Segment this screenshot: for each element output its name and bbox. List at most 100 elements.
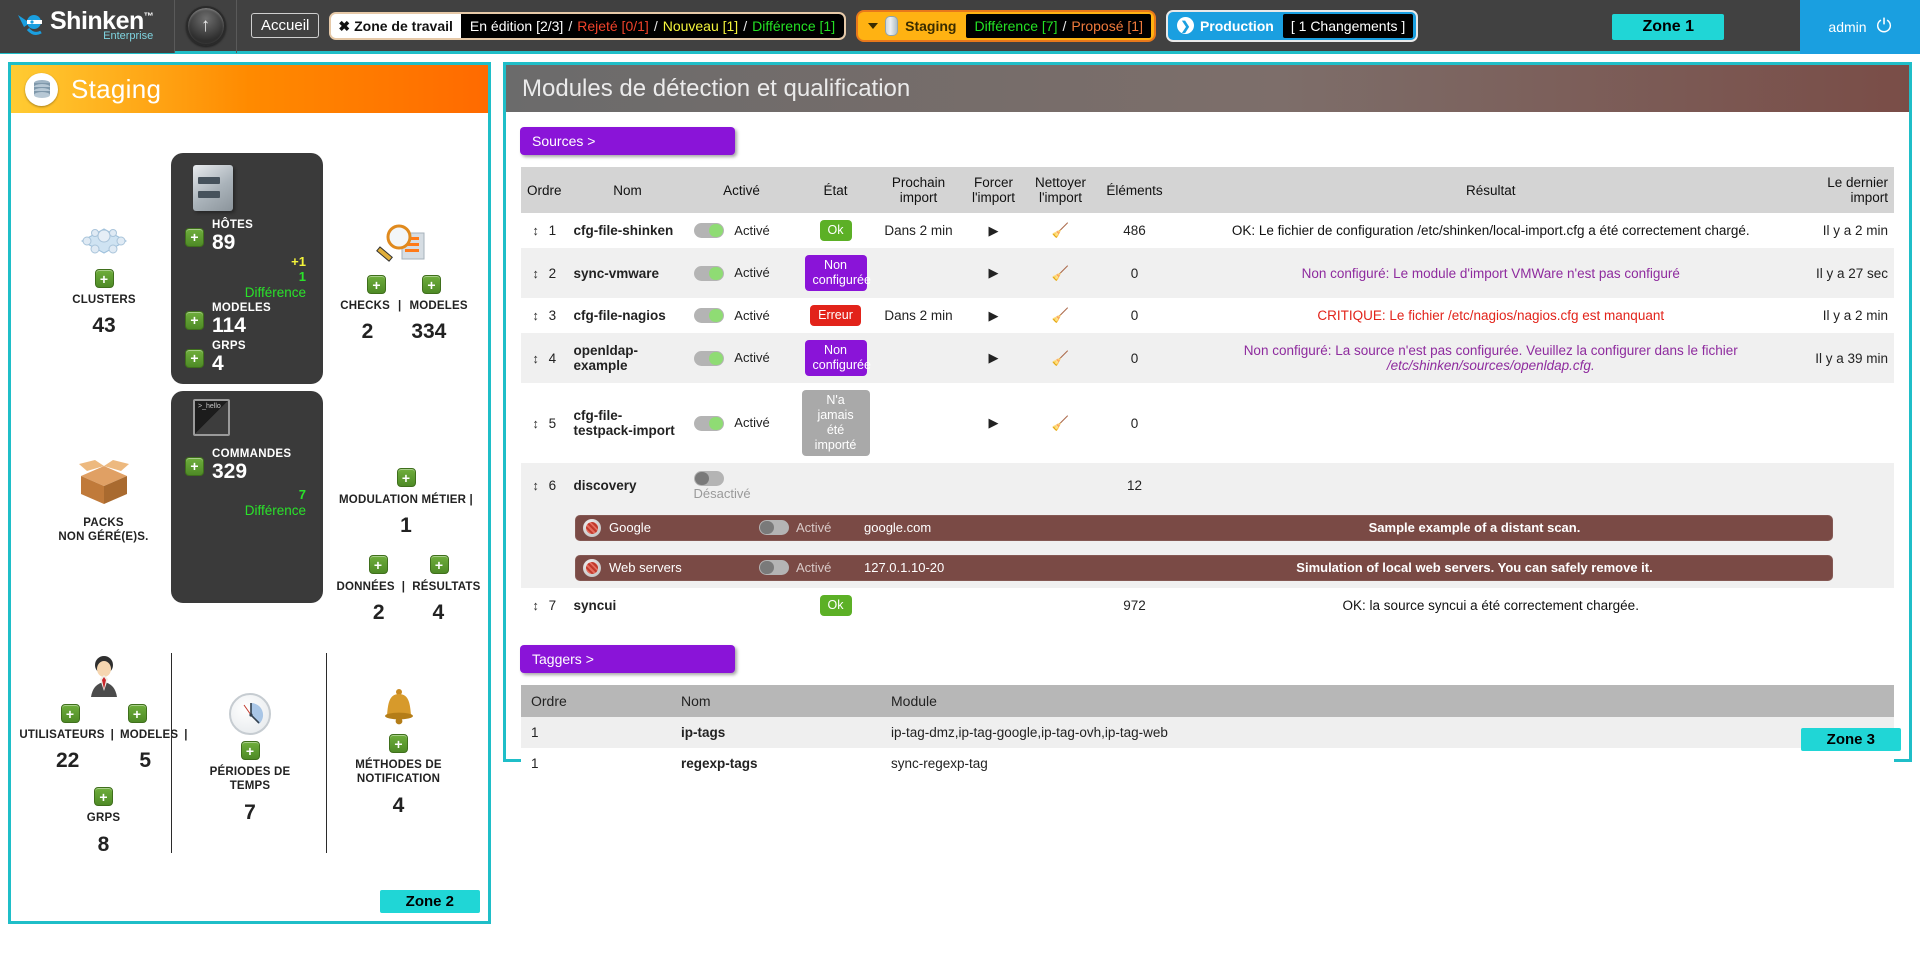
col-nom[interactable]: Nom <box>567 167 688 213</box>
discovery-rule-toggle[interactable] <box>759 520 789 536</box>
row-name[interactable]: cfg-file-testpack-import <box>567 383 688 463</box>
tagger-name[interactable]: ip-tags <box>671 716 881 748</box>
clean-import-icon[interactable]: 🧹 <box>1051 264 1070 281</box>
add-user-group-button[interactable]: + <box>94 787 113 807</box>
clean-import-icon[interactable]: 🧹 <box>1051 222 1070 238</box>
staging-pill[interactable]: Staging Différence [7] / Proposé [1] <box>856 9 1156 42</box>
row-name[interactable]: openldap-example <box>567 333 688 383</box>
clean-import-icon[interactable]: 🧹 <box>1051 414 1070 431</box>
clusters-value[interactable]: 43 <box>92 314 116 338</box>
col-active[interactable]: Activé <box>687 167 796 213</box>
force-import-icon[interactable]: ▶ <box>988 265 999 280</box>
force-import-icon[interactable]: ▶ <box>988 350 999 365</box>
row-name[interactable]: cfg-file-nagios <box>567 298 688 333</box>
row-name[interactable]: discovery <box>567 463 688 508</box>
discovery-subrow[interactable]: Google Activé google.com Sample example … <box>521 507 1894 548</box>
production-title-segment[interactable]: ❯ Production <box>1168 13 1283 38</box>
add-host-model-button[interactable]: + <box>185 310 204 330</box>
taggers-col-module[interactable]: Module <box>881 684 1894 717</box>
add-user-model-button[interactable]: + <box>127 704 147 723</box>
col-etat[interactable]: État <box>795 167 876 213</box>
workzone-title-segment[interactable]: ✖ Zone de travail <box>331 13 461 38</box>
col-clean-import[interactable]: Nettoyer l'import <box>1025 167 1096 213</box>
enable-toggle[interactable] <box>693 350 724 366</box>
workzone-pill[interactable]: ✖ Zone de travail En édition [2/3] / Rej… <box>329 11 847 40</box>
table-row[interactable]: ↕ 3 cfg-file-nagios Activé Erreur Dans 2… <box>521 298 1894 333</box>
data-value[interactable]: 2 <box>372 601 385 625</box>
force-import-icon[interactable]: ▶ <box>988 307 999 323</box>
staging-proposed[interactable]: Proposé [1] <box>1071 17 1143 34</box>
taggers-tab[interactable]: Taggers > <box>520 644 735 673</box>
add-data-button[interactable]: + <box>368 555 388 574</box>
enable-toggle[interactable] <box>693 223 724 239</box>
check-models-value[interactable]: 334 <box>411 320 447 344</box>
add-business-modulation-button[interactable]: + <box>396 468 416 487</box>
time-periods-value[interactable]: 7 <box>244 800 256 824</box>
add-notification-method-button[interactable]: + <box>389 734 408 753</box>
workzone-rejected[interactable]: Rejeté [0/1] <box>577 17 649 34</box>
production-pill[interactable]: ❯ Production [ 1 Changements ] <box>1165 9 1419 42</box>
workzone-new[interactable]: Nouveau [1] <box>662 17 739 34</box>
col-last-import[interactable]: Le dernier import <box>1808 167 1894 213</box>
table-row[interactable]: ↕ 2 sync-vmware Activé Non configurée ▶ … <box>521 248 1894 298</box>
col-force-import[interactable]: Forcer l'import <box>961 167 1026 213</box>
tagger-name[interactable]: regexp-tags <box>671 747 881 779</box>
col-elements[interactable]: Éléments <box>1095 167 1174 213</box>
add-host-group-button[interactable]: + <box>185 348 204 368</box>
force-import-icon[interactable]: ▶ <box>988 415 999 430</box>
hosts-diff-label[interactable]: Différence <box>244 284 306 300</box>
add-result-button[interactable]: + <box>429 555 449 574</box>
add-check-button[interactable]: + <box>367 275 386 294</box>
drag-handle-icon[interactable]: ↕ <box>532 350 539 366</box>
admin-area[interactable]: admin ⏻ <box>1800 0 1920 54</box>
discovery-rule-bar[interactable]: Google Activé google.com Sample example … <box>575 514 1833 541</box>
results-value[interactable]: 4 <box>432 601 445 625</box>
table-row[interactable]: ↕ 1 cfg-file-shinken Activé Ok Dans 2 mi… <box>521 213 1894 248</box>
clean-import-icon[interactable]: 🧹 <box>1051 349 1070 366</box>
user-groups-value[interactable]: 8 <box>97 832 110 856</box>
add-command-button[interactable]: + <box>185 456 204 476</box>
discovery-subrow[interactable]: Web servers Activé 127.0.1.10-20 Simulat… <box>521 547 1894 588</box>
host-groups-value[interactable]: 4 <box>212 352 224 376</box>
add-check-model-button[interactable]: + <box>422 275 441 294</box>
notification-methods-value[interactable]: 4 <box>392 793 405 817</box>
enable-toggle[interactable] <box>693 470 724 486</box>
commands-diff-label[interactable]: Différence <box>244 502 306 518</box>
drag-handle-icon[interactable]: ↕ <box>532 223 539 238</box>
workzone-difference[interactable]: Différence [1] <box>752 17 836 34</box>
drag-handle-icon[interactable]: ↕ <box>532 265 539 281</box>
table-row[interactable]: ↕ 4 openldap-example Activé Non configur… <box>521 333 1894 383</box>
arrow-up-icon[interactable]: ↑ <box>185 5 226 46</box>
drag-handle-icon[interactable]: ↕ <box>532 597 539 613</box>
commands-value[interactable]: 329 <box>212 460 248 483</box>
enable-toggle[interactable] <box>693 308 724 324</box>
drag-handle-icon[interactable]: ↕ <box>532 415 539 431</box>
staging-difference[interactable]: Différence [7] <box>974 17 1058 34</box>
host-models-value[interactable]: 114 <box>212 314 246 338</box>
staging-title-segment[interactable]: Staging <box>858 12 966 40</box>
enable-toggle[interactable] <box>693 265 724 281</box>
business-modulation-value[interactable]: 1 <box>400 514 412 538</box>
col-ordre[interactable]: Ordre <box>521 167 568 213</box>
add-time-period-button[interactable]: + <box>240 741 260 760</box>
table-row[interactable]: 1 ip-tags ip-tag-dmz,ip-tag-google,ip-ta… <box>521 716 1894 748</box>
app-logo[interactable]: Shinken™ Enterprise <box>0 0 175 53</box>
discovery-rule-bar[interactable]: Web servers Activé 127.0.1.10-20 Simulat… <box>575 554 1833 581</box>
users-value[interactable]: 22 <box>55 749 80 773</box>
drag-handle-icon[interactable]: ↕ <box>532 308 539 323</box>
sources-tab[interactable]: Sources > <box>520 127 735 155</box>
clean-import-icon[interactable]: 🧹 <box>1051 307 1070 323</box>
hosts-value[interactable]: 89 <box>212 231 236 254</box>
row-name[interactable]: sync-vmware <box>567 248 688 298</box>
taggers-col-nom[interactable]: Nom <box>671 684 881 717</box>
production-changes[interactable]: [ 1 Changements ] <box>1282 13 1414 38</box>
discovery-rule-name[interactable]: Google <box>609 520 651 536</box>
discovery-rule-toggle[interactable] <box>759 560 789 576</box>
table-row[interactable]: ↕ 6 discovery Désactivé 12 <box>521 463 1894 508</box>
user-models-value[interactable]: 5 <box>139 749 152 773</box>
col-next-import[interactable]: Prochain import <box>875 167 962 213</box>
power-icon[interactable]: ⏻ <box>1876 16 1892 37</box>
add-host-button[interactable]: + <box>185 227 204 247</box>
table-row[interactable]: ↕ 7 syncui Ok 972 OK: la source syncui a… <box>521 587 1894 623</box>
row-name[interactable]: cfg-file-shinken <box>567 213 688 248</box>
